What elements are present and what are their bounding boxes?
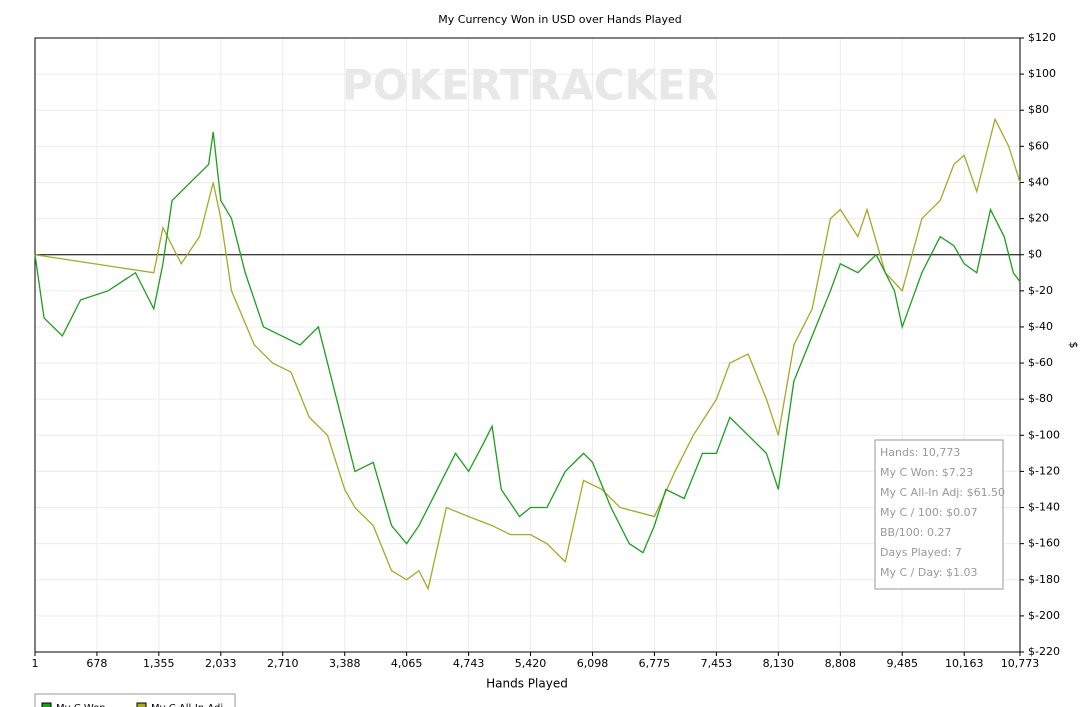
y-tick-label: $-20 — [1028, 284, 1053, 297]
y-tick-label: $-140 — [1028, 501, 1060, 514]
x-tick-label: 4,743 — [453, 657, 485, 670]
y-tick-label: $120 — [1028, 31, 1056, 44]
y-tick-label: $40 — [1028, 175, 1049, 188]
x-tick-label: 5,420 — [515, 657, 547, 670]
y-tick-label: $-120 — [1028, 464, 1060, 477]
y-tick-label: $-180 — [1028, 573, 1060, 586]
x-tick-label: 2,033 — [205, 657, 237, 670]
series-line — [34, 117, 1021, 591]
y-tick-label: $-100 — [1028, 428, 1060, 441]
x-tick-label: 10,773 — [1001, 657, 1040, 670]
stats-line: BB/100: 0.27 — [880, 526, 952, 539]
x-tick-label: 9,485 — [886, 657, 918, 670]
y-tick-label: $-80 — [1028, 392, 1053, 405]
stats-line: Hands: 10,773 — [880, 446, 960, 459]
y-tick-label: $100 — [1028, 67, 1056, 80]
stats-line: My C / 100: $0.07 — [880, 506, 978, 519]
y-tick-label: $-160 — [1028, 537, 1060, 550]
stats-line: My C All-In Adj: $61.50 — [880, 486, 1005, 499]
stats-line: My C / Day: $1.03 — [880, 566, 978, 579]
y-tick-label: $60 — [1028, 139, 1049, 152]
y-axis-label: $ — [1067, 342, 1080, 349]
legend-label: My C Won — [56, 703, 106, 707]
x-tick-label: 6,775 — [639, 657, 671, 670]
watermark: POKERTRACKER — [342, 61, 718, 110]
legend-label: My C All-In Adj — [151, 703, 223, 707]
plot-frame — [34, 37, 1021, 653]
legend-swatch — [136, 702, 147, 707]
y-tick-label: $20 — [1028, 212, 1049, 225]
y-tick-label: $0 — [1028, 248, 1042, 261]
x-tick-label: 678 — [86, 657, 107, 670]
stats-line: Days Played: 7 — [880, 546, 962, 559]
x-tick-label: 8,808 — [825, 657, 857, 670]
stats-box: Hands: 10,773 My C Won: $7.23 My C All-In … — [874, 439, 1005, 590]
x-axis-label: Hands Played — [486, 677, 568, 691]
y-tick-label: $-200 — [1028, 609, 1060, 622]
y-tick-label: $-40 — [1028, 320, 1053, 333]
x-tick-label: 6,098 — [577, 657, 609, 670]
series-line — [34, 131, 1021, 554]
x-tick-label: 4,065 — [391, 657, 423, 670]
x-tick-label: 3,388 — [329, 657, 361, 670]
y-tick-label: $80 — [1028, 103, 1049, 116]
chart-title: My Currency Won in USD over Hands Played — [438, 13, 681, 26]
x-tick-label: 7,453 — [701, 657, 733, 670]
stats-frame — [874, 439, 1004, 590]
x-tick-label: 8,130 — [763, 657, 795, 670]
y-tick-label: $-220 — [1028, 645, 1060, 658]
x-tick-label: 2,710 — [267, 657, 299, 670]
y-tick-label: $-60 — [1028, 356, 1053, 369]
stats-line: My C Won: $7.23 — [880, 466, 973, 479]
x-tick-label: 10,163 — [945, 657, 984, 670]
x-tick-label: 1,355 — [143, 657, 175, 670]
legend-swatch — [41, 702, 52, 707]
x-tick-label: 1 — [32, 657, 39, 670]
legend-frame — [34, 693, 236, 707]
